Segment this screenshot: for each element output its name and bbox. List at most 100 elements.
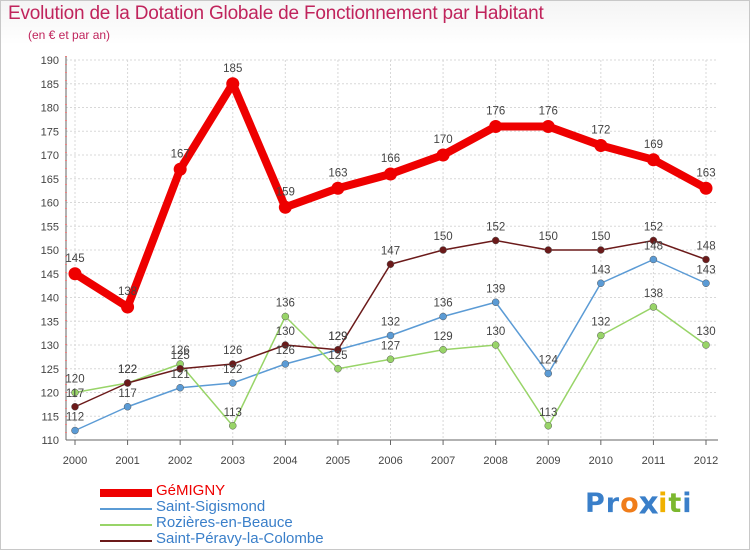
legend-label-rozieres-en-beauce: Rozières-en-Beauce: [156, 514, 293, 531]
y-tick-label-130: 130: [41, 340, 59, 352]
point-gemigny-2004: [278, 200, 292, 214]
data-label-rozieres-en-beauce-2012: 130: [696, 326, 715, 338]
x-tick-label-2010: 2010: [589, 455, 613, 467]
logo-letter-6: i: [682, 488, 693, 519]
data-label-rozieres-en-beauce-2006: 127: [381, 340, 400, 352]
legend-swatch-gemigny: [100, 489, 152, 497]
point-saint-peravy-la-colombe-2005: [334, 346, 342, 354]
logo-letter-5: t: [668, 488, 683, 519]
data-label-saint-sigismond-2007: 136: [433, 298, 452, 310]
data-label-saint-peravy-la-colombe-2005: 129: [328, 331, 347, 343]
point-gemigny-2012: [699, 181, 713, 195]
point-saint-sigismond-2004: [281, 360, 290, 368]
point-rozieres-en-beauce-2009: [544, 422, 552, 430]
point-saint-sigismond-2001: [123, 403, 132, 411]
data-label-saint-sigismond-2006: 132: [381, 317, 400, 329]
y-tick-label-145: 145: [41, 269, 59, 281]
data-label-saint-sigismond-2008: 139: [486, 283, 505, 295]
y-tick-label-125: 125: [41, 364, 59, 376]
point-saint-peravy-la-colombe-2000: [71, 403, 79, 411]
x-tick-label-2002: 2002: [168, 455, 192, 467]
proxiti-logo: Proxiti: [585, 485, 693, 522]
data-label-rozieres-en-beauce-2000: 120: [65, 374, 84, 386]
point-rozieres-en-beauce-2000: [71, 388, 79, 397]
data-label-saint-peravy-la-colombe-2008: 152: [486, 222, 505, 234]
point-gemigny-2011: [646, 153, 660, 167]
point-saint-peravy-la-colombe-2012: [702, 255, 710, 264]
data-label-saint-peravy-la-colombe-2003: 126: [223, 345, 242, 357]
logo-letter-0: P: [585, 488, 606, 519]
point-saint-sigismond-2008: [491, 298, 500, 306]
point-saint-sigismond-2006: [386, 331, 395, 340]
data-label-saint-peravy-la-colombe-2002: 125: [171, 350, 190, 362]
legend-label-gemigny: GéMIGNY: [156, 482, 226, 499]
data-label-saint-peravy-la-colombe-2000: 117: [66, 388, 84, 400]
data-label-saint-sigismond-2000: 112: [66, 412, 84, 424]
point-rozieres-en-beauce-2004: [281, 312, 290, 321]
point-saint-peravy-la-colombe-2006: [386, 260, 395, 268]
data-label-gemigny-2006: 166: [381, 153, 400, 165]
x-tick-label-2012: 2012: [694, 455, 718, 467]
y-tick-label-185: 185: [41, 79, 59, 91]
data-label-saint-sigismond-2011: 148: [644, 241, 663, 253]
data-label-gemigny-2000: 145: [65, 253, 84, 265]
point-saint-peravy-la-colombe-2002: [176, 365, 184, 373]
x-tick-label-2009: 2009: [536, 455, 560, 467]
chart-subtitle: (en € et par an): [28, 28, 111, 42]
data-label-saint-sigismond-2010: 143: [591, 264, 610, 276]
x-tick-label-2007: 2007: [431, 455, 455, 467]
x-tick-label-2011: 2011: [642, 455, 666, 467]
y-tick-label-155: 155: [41, 221, 59, 233]
point-saint-peravy-la-colombe-2008: [491, 236, 500, 245]
y-tick-label-150: 150: [41, 245, 59, 257]
point-gemigny-2007: [436, 148, 450, 162]
data-label-rozieres-en-beauce-2003: 113: [224, 407, 242, 419]
data-label-gemigny-2001: 138: [118, 286, 137, 298]
data-label-gemigny-2011: 169: [644, 139, 663, 151]
grid-lines: [66, 59, 718, 441]
data-label-saint-sigismond-2012: 143: [696, 264, 715, 276]
point-gemigny-2006: [384, 167, 397, 181]
point-gemigny-2005: [331, 181, 345, 195]
data-label-gemigny-2003: 185: [223, 63, 242, 75]
point-gemigny-2009: [541, 120, 555, 133]
logo-letter-1: r: [605, 488, 621, 519]
series-lines: [68, 77, 713, 435]
point-rozieres-en-beauce-2006: [386, 355, 395, 363]
data-labels: 112 117 121 122 126 129 132 136 139 124 143 148 143 1…: [65, 63, 715, 424]
logo-letter-2: o: [620, 488, 640, 519]
y-tick-label-115: 115: [41, 411, 59, 423]
logo-letter-4: i: [658, 488, 669, 519]
x-tick-label-2005: 2005: [326, 455, 350, 467]
data-label-gemigny-2007: 170: [433, 134, 452, 146]
data-label-saint-peravy-la-colombe-2012: 148: [696, 241, 715, 253]
data-label-saint-peravy-la-colombe-2001: 122: [118, 364, 137, 376]
data-label-saint-peravy-la-colombe-2007: 150: [433, 231, 452, 243]
legend-swatch-rozieres-en-beauce: [100, 524, 152, 526]
data-label-saint-sigismond-2003: 122: [223, 364, 242, 376]
legend-swatch-saint-sigismond: [100, 508, 152, 510]
data-label-gemigny-2012: 163: [696, 167, 715, 179]
data-label-rozieres-en-beauce-2010: 132: [591, 317, 610, 329]
data-label-saint-sigismond-2004: 126: [276, 345, 295, 357]
logo-letter-3: x: [638, 485, 660, 522]
data-label-gemigny-2010: 172: [591, 125, 610, 137]
y-tick-label-175: 175: [41, 126, 59, 138]
data-label-saint-sigismond-2009: 124: [539, 355, 559, 367]
y-tick-label-135: 135: [41, 316, 59, 328]
data-label-gemigny-2005: 163: [328, 167, 347, 179]
data-label-rozieres-en-beauce-2011: 138: [644, 288, 663, 300]
point-rozieres-en-beauce-2011: [649, 303, 658, 311]
point-saint-sigismond-2010: [597, 279, 605, 287]
x-tick-label-2003: 2003: [221, 455, 245, 467]
data-label-rozieres-en-beauce-2007: 129: [433, 331, 452, 343]
data-label-gemigny-2004: 159: [276, 186, 295, 198]
axes: 1101151201251301351401451501551601651701…: [41, 55, 719, 467]
x-tick-label-2004: 2004: [273, 455, 297, 467]
y-tick-label-190: 190: [41, 55, 59, 67]
data-label-rozieres-en-beauce-2008: 130: [486, 326, 505, 338]
data-label-saint-sigismond-2002: 121: [171, 369, 190, 381]
y-tick-label-110: 110: [41, 435, 59, 447]
